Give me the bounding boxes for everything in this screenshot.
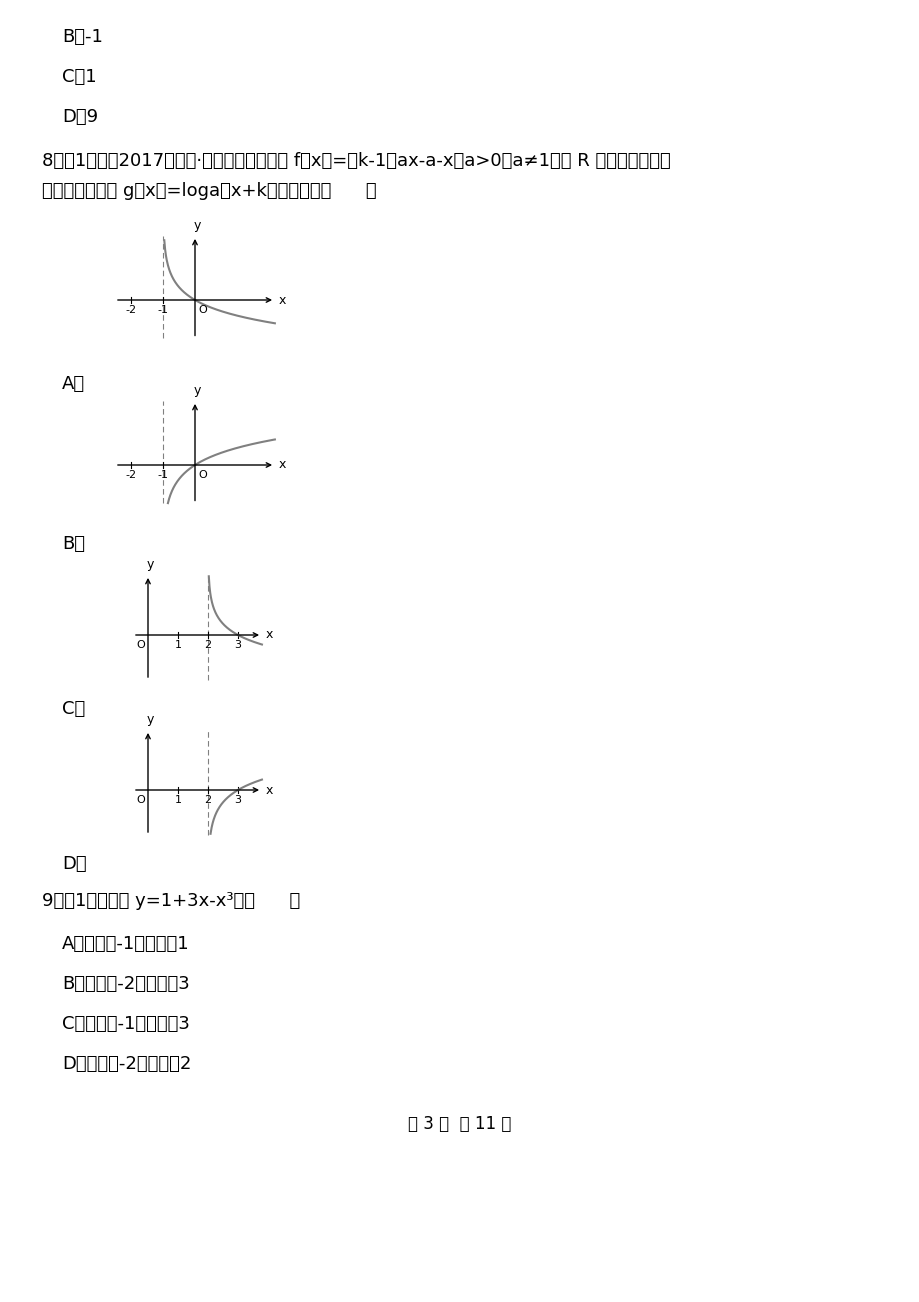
- Text: O: O: [198, 470, 207, 480]
- Text: x: x: [266, 784, 273, 797]
- Text: 3: 3: [234, 796, 241, 805]
- Text: -2: -2: [125, 470, 136, 480]
- Text: D．极小值-2，极大值2: D．极小值-2，极大值2: [62, 1055, 191, 1073]
- Text: 3: 3: [234, 641, 241, 650]
- Text: y: y: [193, 384, 200, 397]
- Text: 1: 1: [175, 796, 181, 805]
- Text: -2: -2: [125, 305, 136, 315]
- Text: O: O: [198, 305, 207, 315]
- Text: A．极小值-1，极大值1: A．极小值-1，极大值1: [62, 935, 189, 953]
- Text: x: x: [266, 629, 273, 642]
- Text: x: x: [278, 293, 286, 306]
- Text: O: O: [136, 796, 145, 805]
- Text: 1: 1: [175, 641, 181, 650]
- Text: A．: A．: [62, 375, 85, 393]
- Text: B．: B．: [62, 535, 85, 553]
- Text: y: y: [193, 219, 200, 232]
- Text: -1: -1: [157, 470, 168, 480]
- Text: -1: -1: [157, 305, 168, 315]
- Text: 8．（1分）（2017高一上·深圳期末）若函数 f（x）=（k-1）ax-a-x（a>0，a≠1）在 R 上既是奇函数，: 8．（1分）（2017高一上·深圳期末）若函数 f（x）=（k-1）ax-a-x…: [42, 152, 670, 171]
- Text: 2: 2: [204, 796, 211, 805]
- Text: C．极小值-1，极大值3: C．极小值-1，极大值3: [62, 1016, 189, 1032]
- Text: D．: D．: [62, 855, 86, 874]
- Text: 9．（1分）函数 y=1+3x-x³有（      ）: 9．（1分）函数 y=1+3x-x³有（ ）: [42, 892, 300, 910]
- Text: C．1: C．1: [62, 68, 96, 86]
- Text: O: O: [136, 641, 145, 650]
- Text: 2: 2: [204, 641, 211, 650]
- Text: y: y: [146, 559, 153, 572]
- Text: x: x: [278, 458, 286, 471]
- Text: D．9: D．9: [62, 108, 98, 126]
- Text: B．极小值-2，极大值3: B．极小值-2，极大值3: [62, 975, 189, 993]
- Text: C．: C．: [62, 700, 85, 717]
- Text: B．-1: B．-1: [62, 29, 103, 46]
- Text: 又是减函数，则 g（x）=loga（x+k）的图象是（      ）: 又是减函数，则 g（x）=loga（x+k）的图象是（ ）: [42, 182, 376, 201]
- Text: y: y: [146, 713, 153, 727]
- Text: 第 3 页  共 11 页: 第 3 页 共 11 页: [408, 1115, 511, 1133]
